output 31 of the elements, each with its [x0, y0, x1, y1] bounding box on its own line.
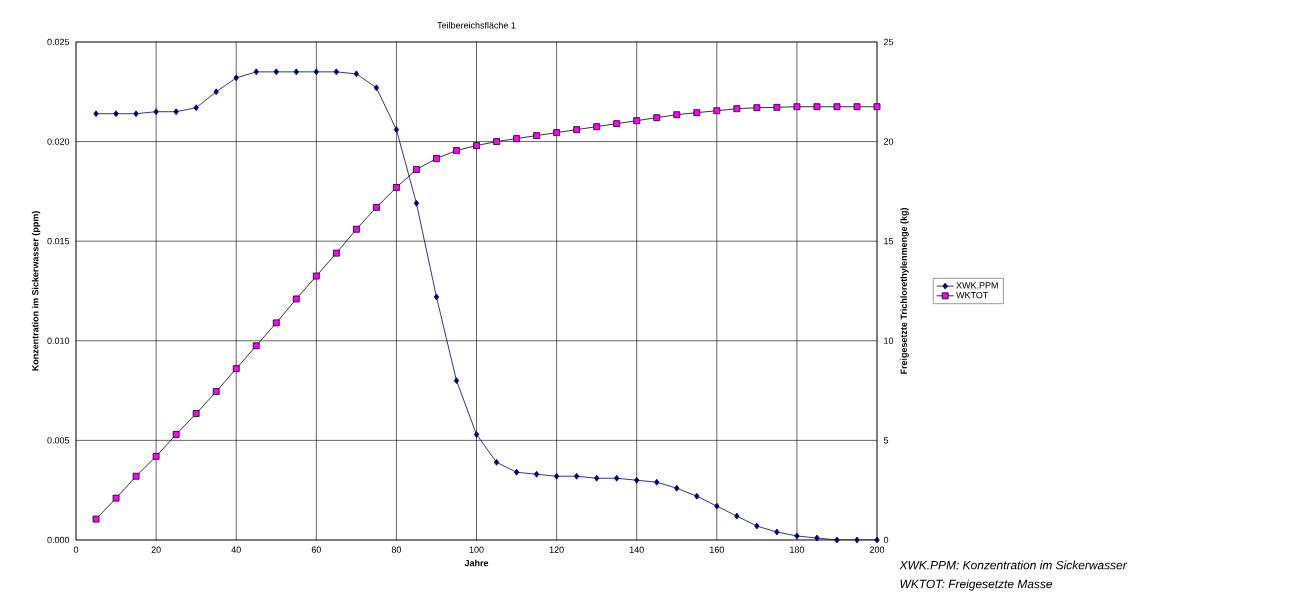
y2-tick-label: 0: [883, 536, 889, 544]
x-tick-label: 20: [151, 546, 161, 553]
y-tick-label: 0.015: [47, 238, 70, 245]
y-axis-title: Konzentration im Sickerwasser (ppm): [31, 211, 41, 371]
text: WKTOT: Freigesetzte Masse: [900, 579, 1053, 591]
x-tick-label: 40: [231, 546, 241, 553]
y2-axis-title: Freigesetzte Trichlorethylenmenge (kg): [900, 207, 909, 374]
legend-label: WKTOT: [956, 291, 989, 299]
y-tick-label: 0.025: [47, 38, 70, 46]
y2-tick-label: 20: [883, 138, 894, 145]
x-tick-label: 60: [311, 546, 321, 553]
x-tick-label: 100: [469, 546, 484, 553]
chart-title: Teilbereichsfläche 1: [437, 21, 516, 29]
legend-label: XWK.PPM: [956, 282, 998, 289]
y2-tick-label: 5: [883, 437, 889, 444]
y2-tick-label: 25: [883, 38, 894, 46]
y2-tick-label: 15: [884, 238, 894, 245]
text: XWK.PPM: Konzentration im Sickerwasser: [899, 560, 1128, 570]
y-tick-label: 0.020: [47, 138, 70, 145]
x-tick-label: 180: [790, 546, 805, 553]
x-tick-label: 80: [391, 546, 402, 553]
y-tick-label: 0.000: [47, 536, 70, 544]
y-tick-label: 0.005: [47, 437, 70, 444]
x-tick-label: 200: [869, 546, 885, 553]
x-tick-label: 0: [73, 546, 79, 553]
x-axis-title: Jahre: [464, 559, 489, 567]
x-tick-label: 140: [629, 546, 644, 553]
x-tick-label: 160: [710, 546, 724, 553]
y-tick-label: 0.010: [47, 337, 70, 344]
y2-tick-label: 10: [884, 337, 894, 344]
x-tick-label: 120: [549, 546, 564, 553]
